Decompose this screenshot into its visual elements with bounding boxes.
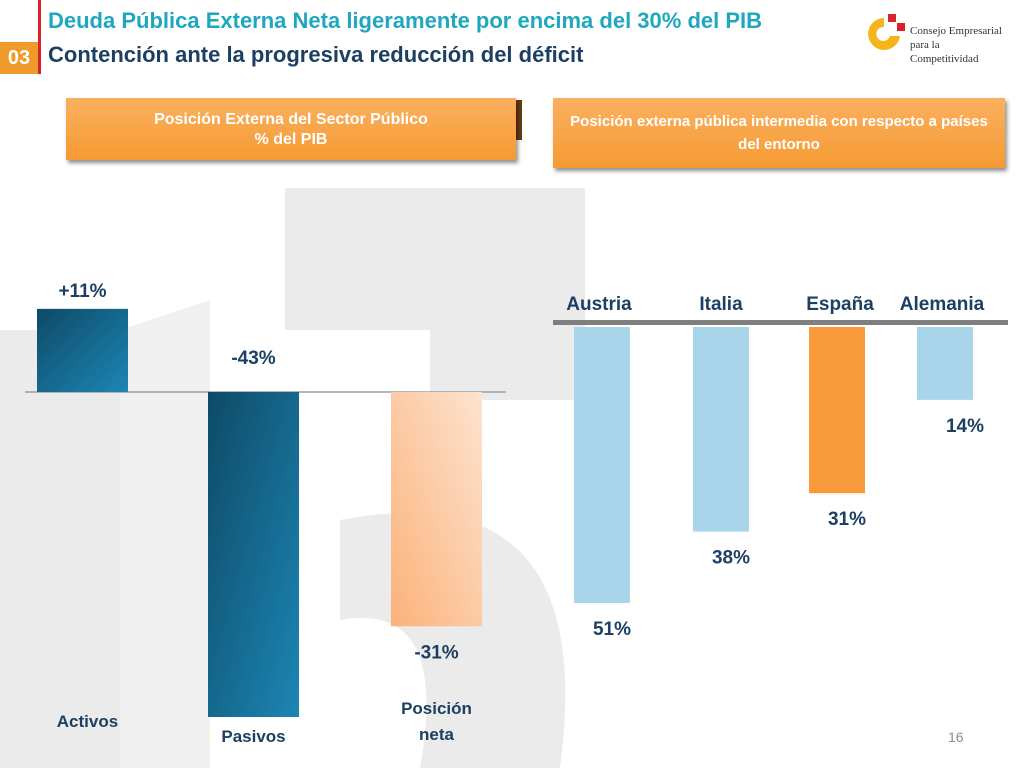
right-chart-title: Posición externa pública intermedia con … — [570, 113, 988, 153]
page-title: Deuda Pública Externa Neta ligeramente p… — [48, 8, 763, 33]
left-chart-title: Posición Externa del Sector Público — [154, 111, 428, 128]
right-data-label-0: 51% — [593, 619, 631, 640]
right-category-label-0: Austria — [566, 294, 632, 315]
right-category-label-2: España — [806, 294, 874, 315]
right-data-label-3: 14% — [946, 416, 984, 437]
organization-logo-icon — [868, 14, 905, 50]
right-data-label-1: 38% — [712, 548, 750, 569]
left-category-label-1-0: Pasivos — [221, 727, 285, 746]
organization-name-line1: Consejo Empresarial — [910, 25, 1002, 37]
section-number-badge: 03 — [0, 42, 38, 74]
organization-name-line3: Competitividad — [910, 53, 979, 65]
right-bar-españa — [809, 327, 865, 494]
left-category-label-2-0: Posición — [401, 699, 472, 718]
right-bar-italia — [693, 327, 749, 532]
organization-name-line2: para la — [910, 39, 940, 51]
left-chart-title-box: Posición Externa del Sector Público % de… — [66, 98, 516, 160]
right-category-label-1: Italia — [699, 294, 743, 315]
right-bar-alemania — [917, 327, 973, 400]
page-subtitle: Contención ante la progresiva reducción … — [48, 42, 584, 67]
left-bar-0 — [37, 308, 128, 392]
right-chart-baseline — [553, 320, 1008, 325]
right-category-label-3: Alemania — [900, 294, 985, 315]
left-category-label-0-0: Activos — [57, 712, 118, 731]
left-bar-2 — [391, 392, 482, 627]
left-data-label-2: -31% — [414, 642, 458, 663]
right-chart-title-box: Posición externa pública intermedia con … — [553, 98, 1005, 168]
left-data-label-0: +11% — [58, 281, 106, 302]
left-bar-1 — [208, 392, 299, 717]
left-data-label-1: -43% — [231, 348, 275, 369]
left-category-label-2-1: neta — [419, 725, 455, 744]
right-bar-austria — [574, 327, 630, 603]
organization-name: Consejo Empresarial para la Competitivid… — [910, 24, 1020, 66]
left-bar-chart: +11% Activos -43% Pasivos -31% Posición neta — [25, 281, 506, 746]
header-accent-bar — [38, 0, 41, 74]
page-number: 16 — [948, 729, 964, 745]
right-bar-chart: Austria 51% Italia 38% España 31% Alemania 14% — [553, 294, 1008, 640]
left-chart-subtitle: % del PIB — [254, 131, 328, 148]
right-data-label-2: 31% — [828, 509, 866, 530]
